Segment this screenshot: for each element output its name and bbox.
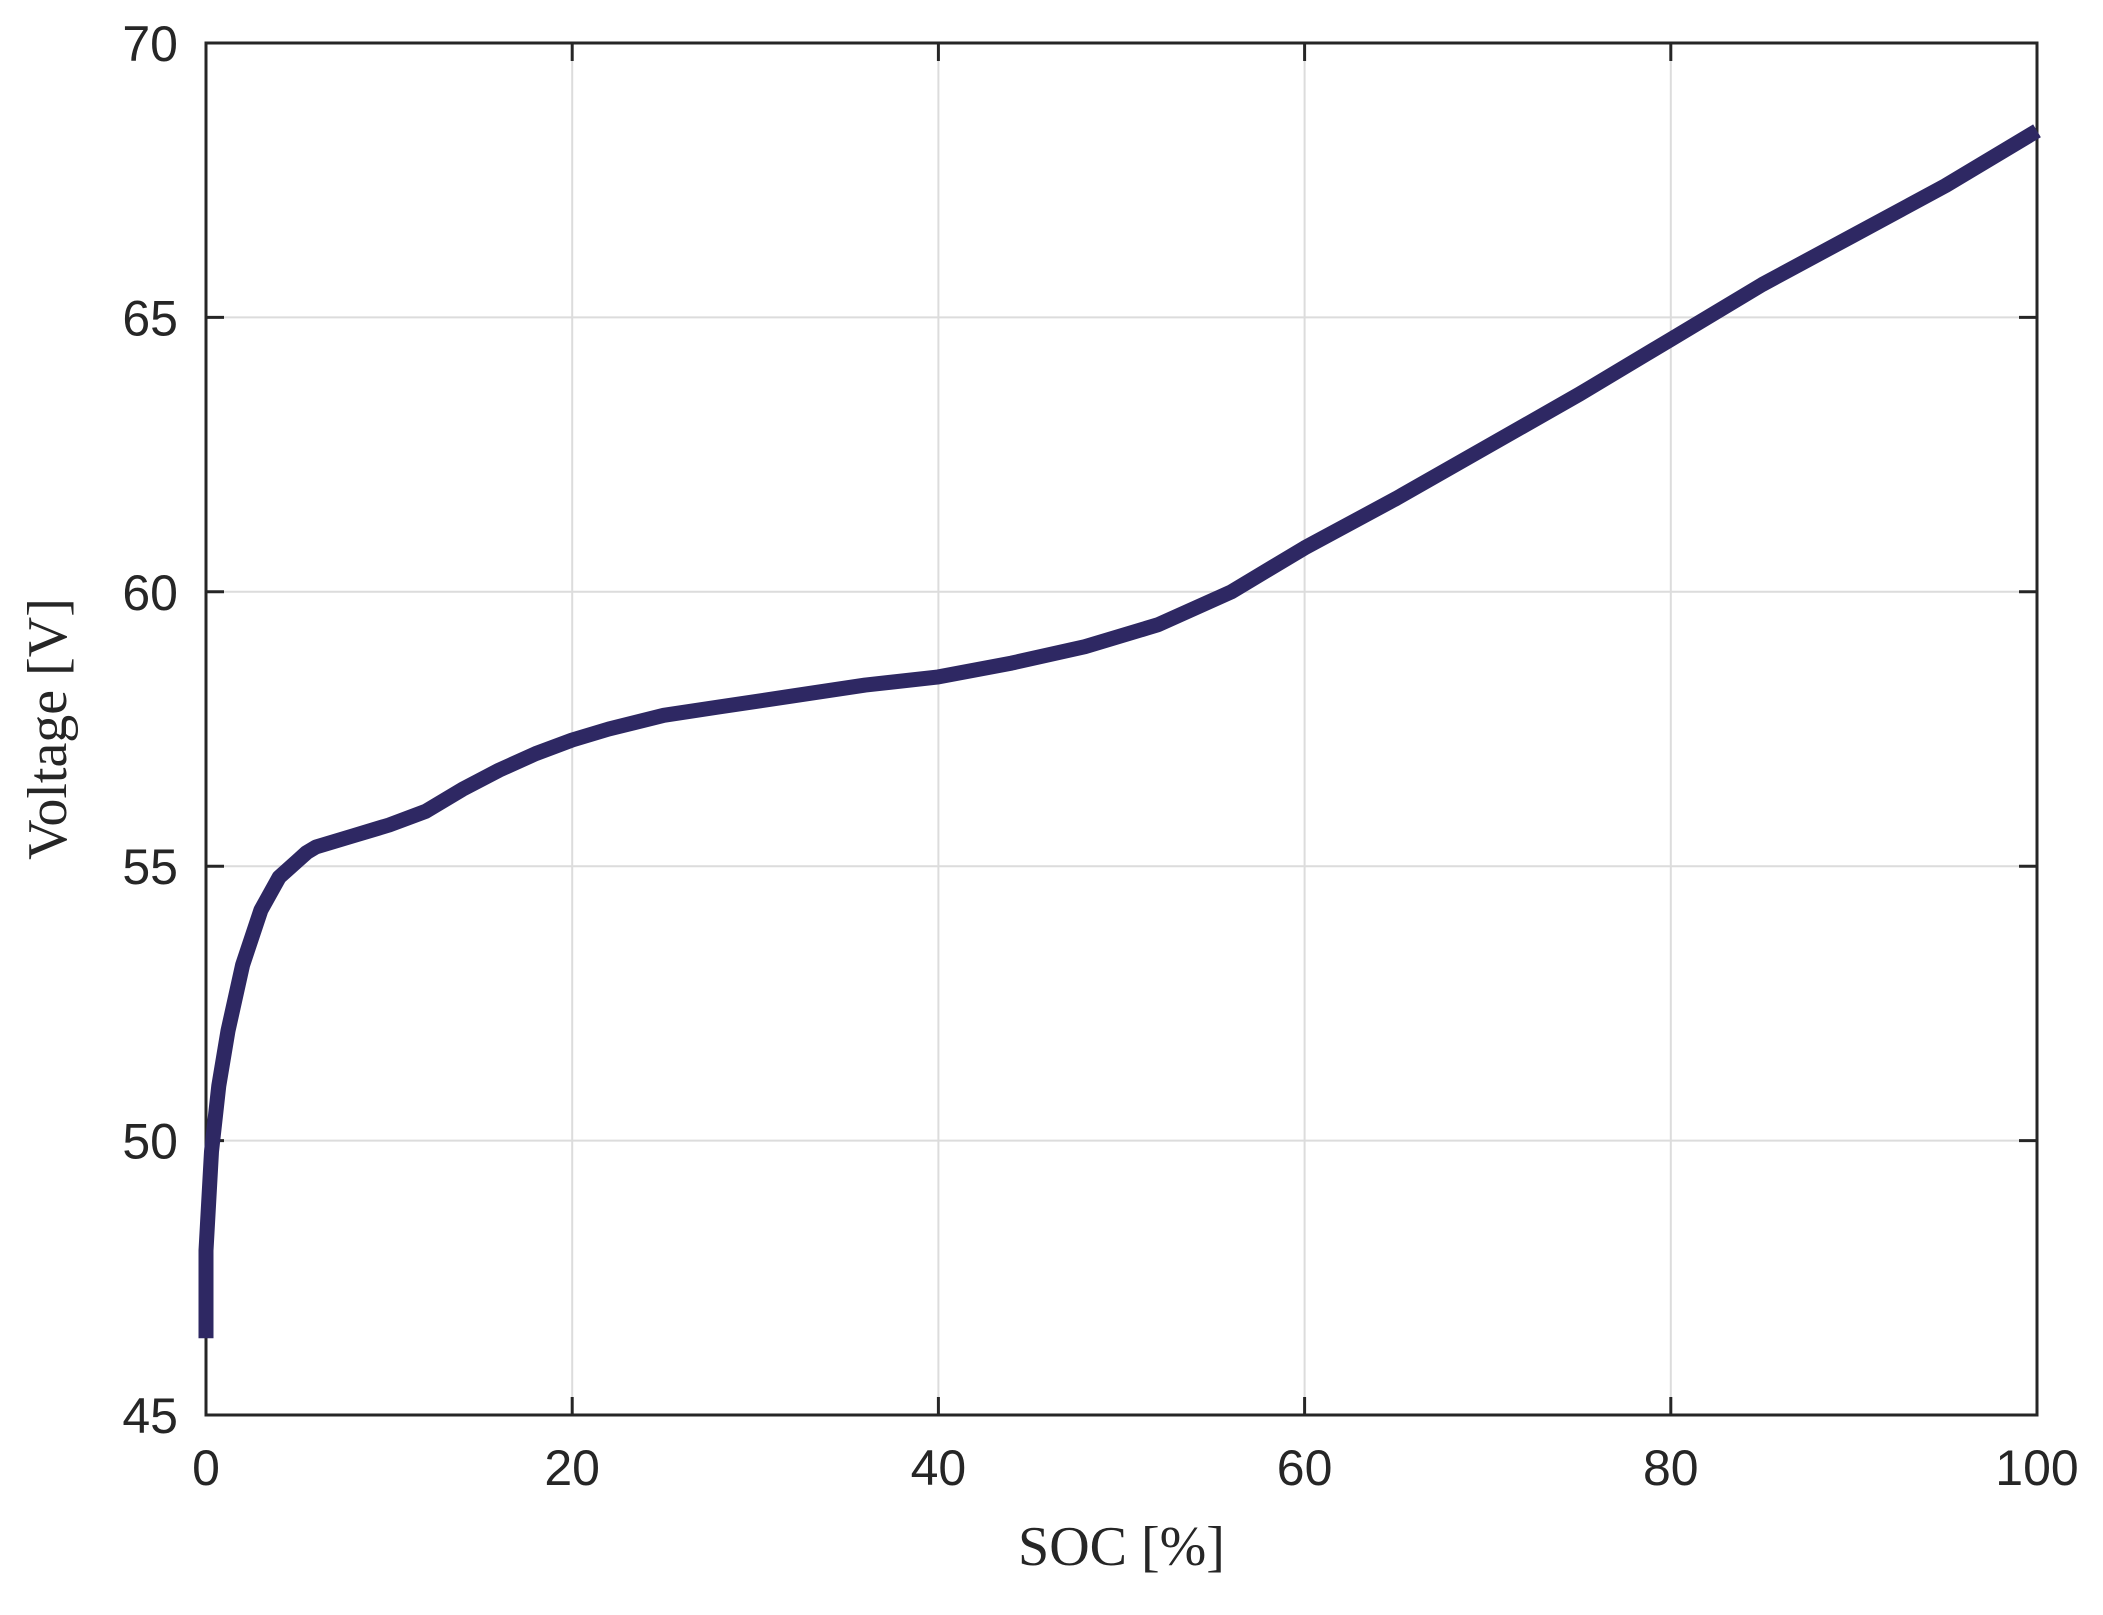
x-tick-label: 20: [544, 1440, 600, 1496]
grid: [206, 43, 2037, 1415]
x-tick-label: 80: [1643, 1440, 1699, 1496]
x-tick-label: 100: [1995, 1440, 2078, 1496]
y-tick-label: 70: [122, 16, 178, 72]
y-axis-tick-labels: 45 50 55 60 65 70: [122, 16, 178, 1444]
tick-marks: [204, 41, 2039, 1417]
y-tick-label: 50: [122, 1114, 178, 1170]
x-tick-label: 60: [1277, 1440, 1333, 1496]
y-tick-label: 45: [122, 1388, 178, 1444]
series-line: [198, 124, 2041, 1339]
y-tick-label: 60: [122, 565, 178, 621]
y-tick-label: 65: [122, 290, 178, 346]
y-axis-label: Voltage [V]: [17, 598, 79, 860]
series-layer: [198, 124, 2041, 1339]
x-axis-tick-labels: 0 20 40 60 80 100: [192, 1440, 2079, 1496]
x-tick-label: 40: [911, 1440, 967, 1496]
y-tick-label: 55: [122, 839, 178, 895]
plot-area-frame: [204, 41, 2039, 1417]
x-axis-label: SOC [%]: [1018, 1516, 1225, 1578]
x-tick-label: 0: [192, 1440, 220, 1496]
